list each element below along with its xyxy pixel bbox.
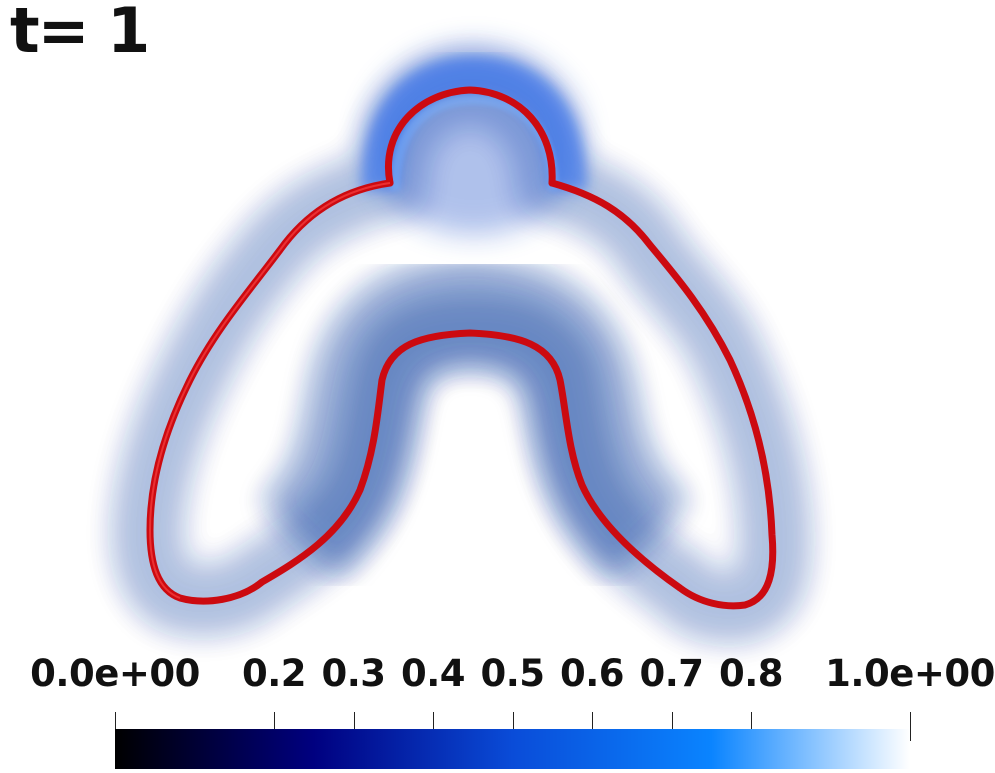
vortex-filament bbox=[146, 86, 777, 610]
colorbar bbox=[115, 729, 910, 769]
colorbar-tick-label: 0.8 bbox=[718, 652, 784, 695]
colorbar-tick-mark bbox=[751, 712, 752, 741]
colorbar-tick-mark bbox=[592, 712, 593, 741]
colorbar-tick-label: 0.6 bbox=[559, 652, 625, 695]
vortex-render bbox=[0, 45, 995, 730]
colorbar-tick-mark bbox=[354, 712, 355, 741]
colorbar-tick-label: 0.2 bbox=[241, 652, 307, 695]
colorbar-tick-label: 0.3 bbox=[321, 652, 386, 695]
colorbar-tick-mark bbox=[115, 712, 116, 741]
time-label: t= 1 bbox=[10, 0, 150, 67]
colorbar-tick-label: 0.5 bbox=[480, 652, 545, 695]
colorbar-tick-mark bbox=[274, 712, 275, 741]
inner-arch-glow bbox=[300, 254, 650, 540]
top-cap-glow bbox=[361, 45, 587, 235]
colorbar-tick-label: 0.4 bbox=[400, 652, 466, 695]
colorbar-tick-label: 0.7 bbox=[639, 652, 704, 695]
colorbar-tick-label: 1.0e+00 bbox=[825, 652, 995, 695]
colorbar-tick-mark bbox=[672, 712, 673, 741]
colorbar-tick-mark bbox=[513, 712, 514, 741]
colorbar-tick-mark bbox=[433, 712, 434, 741]
colorbar-tick-label: 0.0e+00 bbox=[30, 652, 200, 695]
colorbar-tick-mark bbox=[910, 712, 911, 741]
